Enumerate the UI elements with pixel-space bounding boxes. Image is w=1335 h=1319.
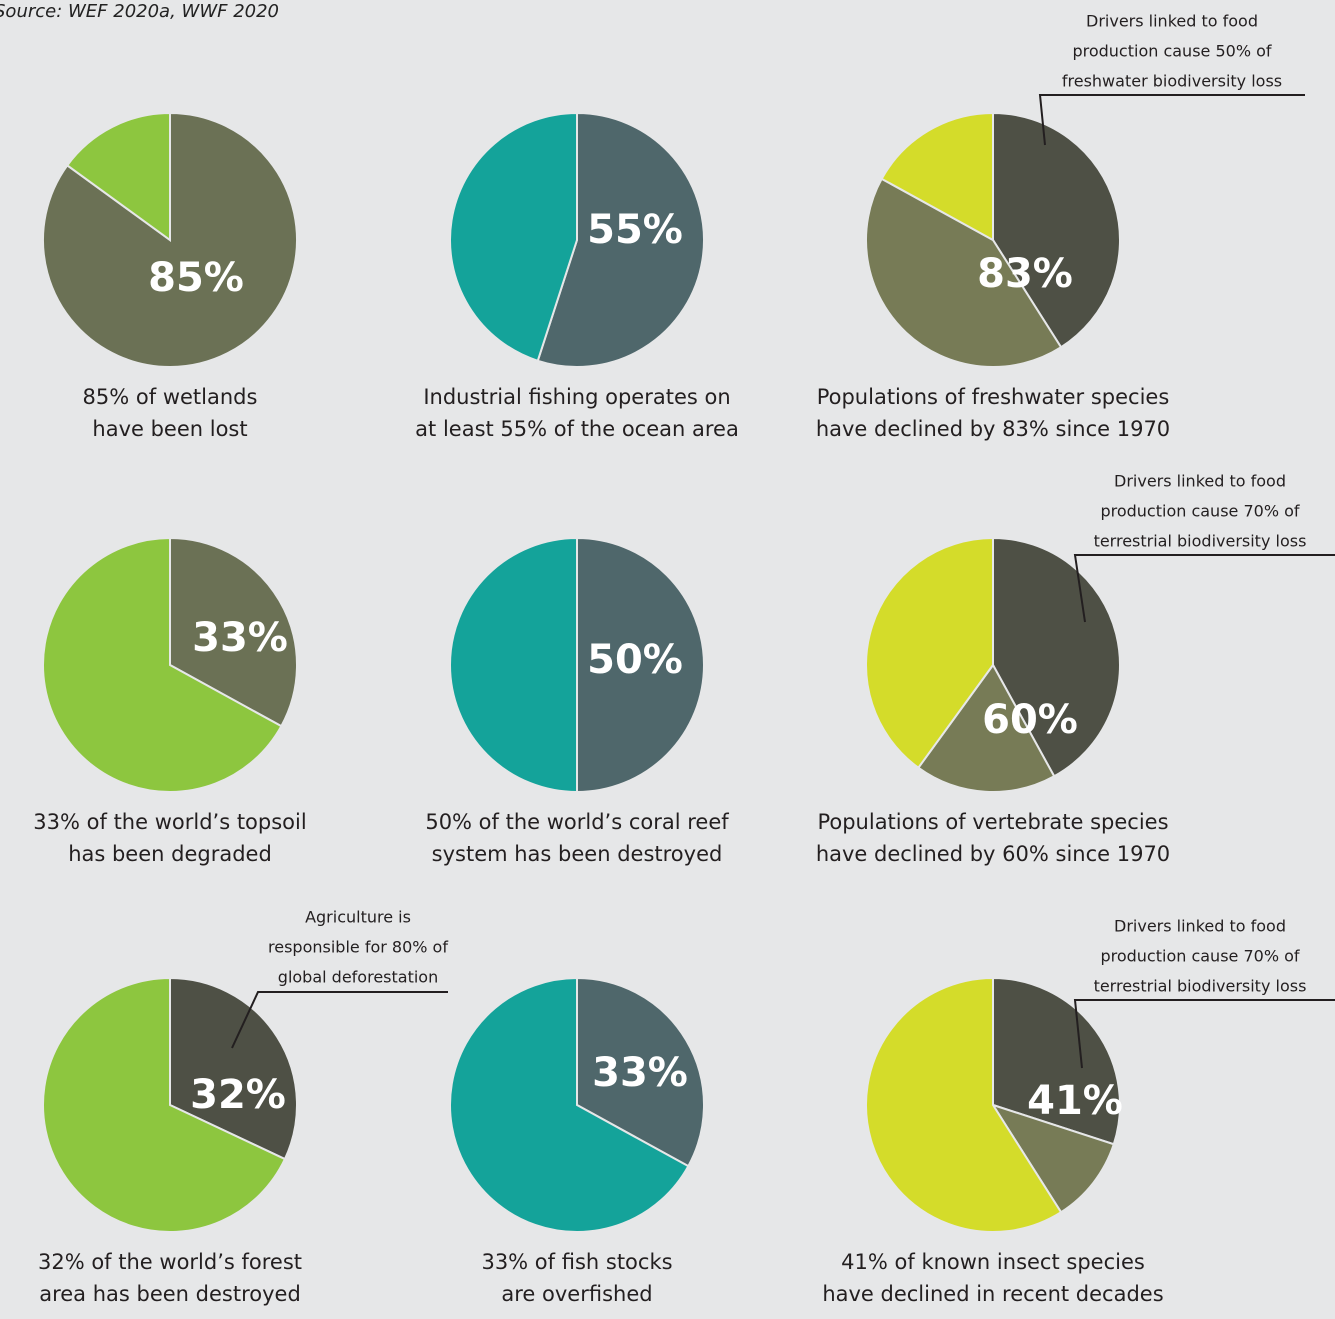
annotation: terrestrial biodiversity loss: [1094, 977, 1307, 996]
annotation: Drivers linked to food: [1114, 917, 1286, 936]
annotation-line: [1038, 94, 1305, 146]
annotation: terrestrial biodiversity loss: [1094, 532, 1307, 551]
pie-slice: [42, 536, 283, 793]
pie-label: 83%: [977, 251, 1073, 297]
caption: have been lost: [92, 417, 247, 441]
annotation-line: [1073, 554, 1335, 623]
pie-slice: [576, 976, 705, 1168]
annotation-line: [231, 991, 448, 1049]
pie-slice: [576, 536, 705, 794]
annotation: production cause 50% of: [1072, 42, 1271, 61]
annotation: production cause 70% of: [1100, 947, 1299, 966]
pie-slice: [865, 536, 994, 770]
pie-slice: [449, 111, 578, 363]
pie-label: 55%: [587, 207, 683, 253]
pie-label: 33%: [592, 1050, 688, 1096]
pie-label: 50%: [587, 637, 683, 683]
pie-slice: [992, 976, 1121, 1146]
pie-slice: [536, 111, 705, 368]
caption: Populations of vertebrate species: [817, 810, 1168, 834]
caption: 33% of the world’s topsoil: [33, 810, 306, 834]
pie-slice: [916, 663, 1056, 793]
caption: have declined by 60% since 1970: [816, 842, 1170, 866]
annotation: Drivers linked to food: [1086, 12, 1258, 31]
pie-slice: [865, 976, 1063, 1233]
caption: system has been destroyed: [432, 842, 723, 866]
pie-label: 85%: [148, 255, 244, 301]
pie-slice: [880, 111, 994, 242]
source: Source: WEF 2020a, WWF 2020: [0, 1, 279, 22]
annotation: Drivers linked to food: [1114, 472, 1286, 491]
caption: has been degraded: [68, 842, 272, 866]
caption: have declined in recent decades: [822, 1282, 1163, 1306]
caption: at least 55% of the ocean area: [415, 417, 739, 441]
pie-slice: [65, 111, 171, 242]
pie-slice: [449, 536, 578, 794]
pie-slice: [169, 976, 298, 1161]
caption: 50% of the world’s coral reef: [425, 810, 729, 834]
pie-slice: [992, 536, 1121, 778]
annotation: responsible for 80% of: [268, 938, 448, 957]
annotation: freshwater biodiversity loss: [1062, 72, 1282, 91]
caption: 85% of wetlands: [83, 385, 258, 409]
pie-label: 60%: [982, 697, 1078, 743]
pie-slice: [865, 177, 1063, 368]
caption: Industrial fishing operates on: [423, 385, 730, 409]
pie-slice: [449, 976, 690, 1233]
annotation: global deforestation: [278, 968, 438, 987]
pie-label: 41%: [1027, 1078, 1123, 1124]
annotation-line: [1073, 999, 1335, 1069]
caption: are overfished: [501, 1282, 652, 1306]
caption: 41% of known insect species: [841, 1250, 1145, 1274]
caption: Populations of freshwater species: [817, 385, 1170, 409]
pie-slice: [990, 1103, 1116, 1214]
pie-slice: [42, 976, 287, 1233]
annotation: production cause 70% of: [1100, 502, 1299, 521]
pie-slice: [169, 536, 298, 728]
caption: have declined by 83% since 1970: [816, 417, 1170, 441]
caption: area has been destroyed: [39, 1282, 301, 1306]
caption: 32% of the world’s forest: [38, 1250, 302, 1274]
annotation: Agriculture is: [305, 908, 411, 927]
pie-label: 32%: [190, 1072, 286, 1118]
caption: 33% of fish stocks: [481, 1250, 672, 1274]
pie-label: 33%: [192, 615, 288, 661]
